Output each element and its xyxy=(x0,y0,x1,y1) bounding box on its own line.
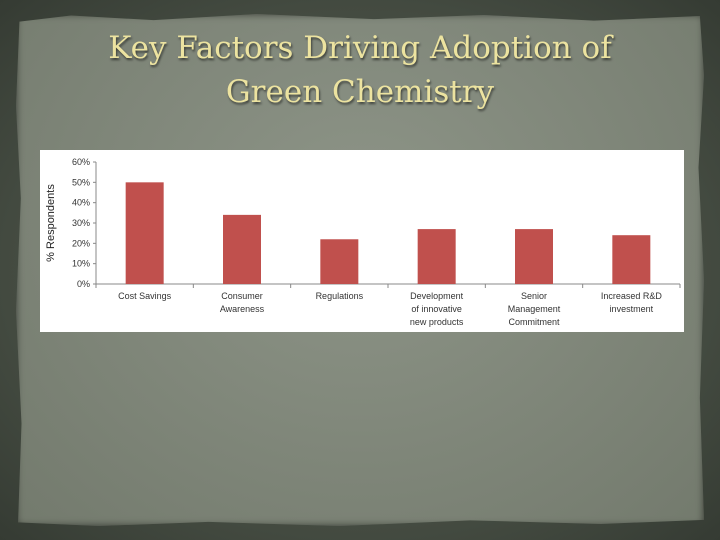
bar xyxy=(417,229,456,284)
slide-title-line-1: Key Factors Driving Adoption of xyxy=(108,30,612,66)
y-tick-label: 40% xyxy=(72,198,90,208)
x-tick-label: Regulations xyxy=(316,291,364,301)
x-tick-label: Increased R&D xyxy=(601,291,663,301)
x-tick-label: Development xyxy=(410,291,464,301)
x-tick-label: Cost Savings xyxy=(118,291,172,301)
bar xyxy=(320,239,359,284)
y-tick-label: 30% xyxy=(72,218,90,228)
bar-chart: 0% 10% 20% 30% 40% 50% 60% % Respondents Cost Sa… xyxy=(45,157,681,327)
y-axis-label: % Respondents xyxy=(45,184,57,262)
bar xyxy=(515,229,553,284)
x-tick-label: Consumer xyxy=(221,291,263,301)
slide-title: Key Factors Driving Adoption of Green Ch… xyxy=(0,26,720,114)
y-tick-label: 20% xyxy=(72,238,90,248)
x-tick-label: investment xyxy=(610,304,654,314)
x-tick-label: Management xyxy=(508,304,561,314)
x-tick-label: Commitment xyxy=(508,317,560,327)
slide-title-line-2: Green Chemistry xyxy=(225,74,495,110)
bar xyxy=(612,235,651,284)
y-tick-label: 50% xyxy=(72,177,90,187)
x-tick-label: new products xyxy=(410,317,464,327)
x-tick-label: Awareness xyxy=(220,304,265,314)
x-tick-label: of innovative xyxy=(411,304,462,314)
y-tick-label: 0% xyxy=(77,279,90,289)
bar xyxy=(125,182,164,284)
y-tick-label: 10% xyxy=(72,259,90,269)
bar xyxy=(223,214,261,284)
y-tick-label: 60% xyxy=(72,157,90,167)
x-tick-label: Senior xyxy=(521,291,547,301)
chart-container: 0% 10% 20% 30% 40% 50% 60% % Respondents Cost Sa… xyxy=(40,150,684,332)
